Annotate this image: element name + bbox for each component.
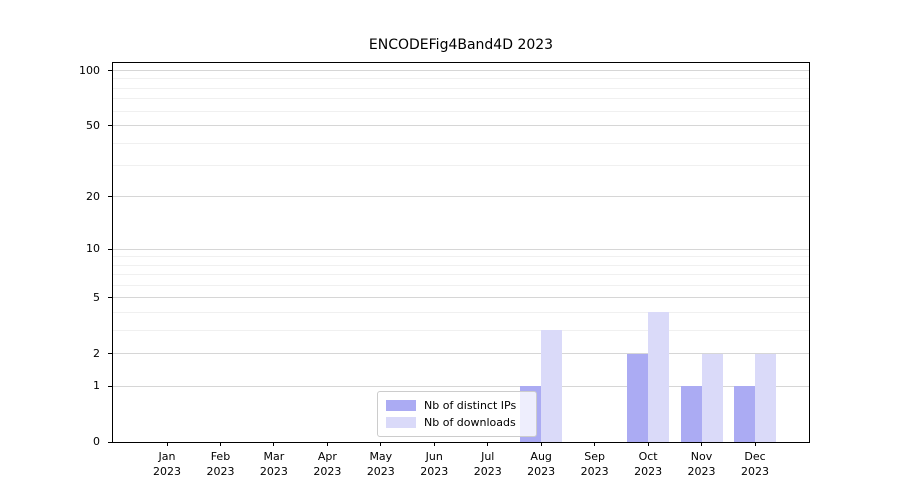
gridline-minor-60 [113,110,809,112]
legend-label-distinct-ips: Nb of distinct IPs [424,399,517,412]
y-tick-20 [108,196,112,198]
gridline-1 [113,385,809,387]
gridline-2 [113,353,809,355]
y-tick-label-5: 5 [93,290,100,304]
y-tick-10 [108,248,112,250]
gridline-minor-40 [113,142,809,144]
x-tick-jan [166,442,168,446]
legend-item-downloads: Nb of downloads [386,416,528,429]
bar-nb-of-downloads-aug [541,330,563,442]
x-tick-apr [326,442,328,446]
y-tick-label-20: 20 [86,189,100,203]
y-tick-5 [108,297,112,299]
gridline-5 [113,297,809,299]
x-tick-label-mar: Mar 2023 [259,450,288,478]
x-tick-jul [487,442,489,446]
gridline-minor-90 [113,78,809,80]
x-tick-label-dec: Dec 2023 [741,450,769,478]
gridline-10 [113,248,809,250]
legend-item-distinct-ips: Nb of distinct IPs [386,399,528,412]
gridline-minor-6 [113,284,809,286]
y-tick-0 [108,441,112,443]
gridline-minor-3 [113,329,809,331]
bar-nb-of-distinct-ips-nov [680,386,702,442]
y-tick-50 [108,125,112,127]
x-tick-label-aug: Aug 2023 [527,450,556,478]
x-tick-label-oct: Oct 2023 [634,450,663,478]
gridline-minor-9 [113,256,809,258]
legend-label-downloads: Nb of downloads [424,416,516,429]
gridline-50 [113,125,809,127]
bar-nb-of-distinct-ips-oct [627,353,649,442]
bar-nb-of-downloads-oct [648,312,670,442]
x-tick-mar [273,442,275,446]
x-tick-may [380,442,382,446]
gridline-100 [113,70,809,72]
legend-swatch-distinct-ips [386,400,416,411]
gridline-20 [113,196,809,198]
x-tick-label-sep: Sep 2023 [580,450,609,478]
gridline-minor-80 [113,87,809,89]
y-tick-label-50: 50 [86,118,100,132]
y-tick-label-100: 100 [79,63,100,77]
x-tick-aug [540,442,542,446]
gridline-minor-7 [113,274,809,276]
x-tick-label-jul: Jul 2023 [473,450,502,478]
x-tick-label-jun: Jun 2023 [420,450,449,478]
y-tick-label-1: 1 [93,379,100,393]
y-tick-label-0: 0 [93,435,100,448]
x-tick-label-may: May 2023 [366,450,395,478]
x-tick-label-jan: Jan 2023 [153,450,181,478]
x-tick-jun [433,442,435,446]
legend-swatch-downloads [386,417,416,428]
y-tick-2 [108,353,112,355]
x-tick-nov [701,442,703,446]
x-tick-label-nov: Nov 2023 [687,450,716,478]
y-tick-label-10: 10 [86,242,100,256]
gridline-minor-8 [113,264,809,266]
bar-nb-of-downloads-dec [755,353,776,442]
x-tick-sep [594,442,596,446]
y-tick-label-2: 2 [93,346,100,360]
x-tick-label-apr: Apr 2023 [313,450,342,478]
chart-title: ENCODEFig4Band4D 2023 [368,37,554,53]
y-tick-100 [108,70,112,72]
gridline-minor-30 [113,165,809,167]
x-tick-label-feb: Feb 2023 [206,450,235,478]
legend: Nb of distinct IPs Nb of downloads [377,391,537,437]
x-tick-feb [219,442,221,446]
gridline-minor-4 [113,311,809,313]
gridline-minor-70 [113,98,809,100]
y-tick-1 [108,385,112,387]
plot-area: 0 1 2 5 10 20 50 100 Jan 2023 Feb 2023 Mar 2023 Apr… [79,62,810,478]
x-tick-oct [647,442,649,446]
bar-nb-of-distinct-ips-dec [734,386,755,442]
bar-nb-of-downloads-nov [701,353,723,442]
x-tick-dec [754,442,756,446]
